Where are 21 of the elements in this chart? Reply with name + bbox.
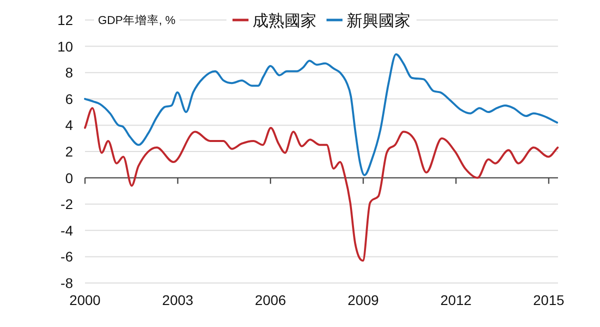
y-tick-label: 0	[65, 170, 74, 186]
y-tick-label: -6	[60, 248, 74, 265]
x-tick-label: 2012	[440, 292, 472, 308]
y-tick-label: -4	[60, 222, 74, 238]
x-tick-label: 2009	[348, 292, 380, 308]
y-tick-label: -8	[60, 275, 74, 291]
x-tick-label: 2015	[533, 292, 565, 308]
x-tick-label: 2003	[162, 292, 194, 308]
y-tick-label: 6	[65, 90, 74, 107]
y-tick-label: 8	[65, 64, 74, 81]
y-tick-label: 10	[57, 38, 74, 54]
y-tick-label: 2	[65, 144, 74, 160]
x-tick-label: 2000	[69, 292, 101, 308]
y-tick-label: 4	[65, 117, 74, 134]
line-series	[84, 107, 559, 262]
y-axis-title: GDP年增率, %	[98, 13, 176, 27]
x-tick-label: 2006	[254, 292, 286, 308]
legend-label: 成熟國家	[252, 12, 316, 30]
legend-label: 新興國家	[346, 12, 410, 30]
y-tick-label: -2	[60, 196, 74, 212]
y-tick-label: 12	[57, 12, 74, 28]
